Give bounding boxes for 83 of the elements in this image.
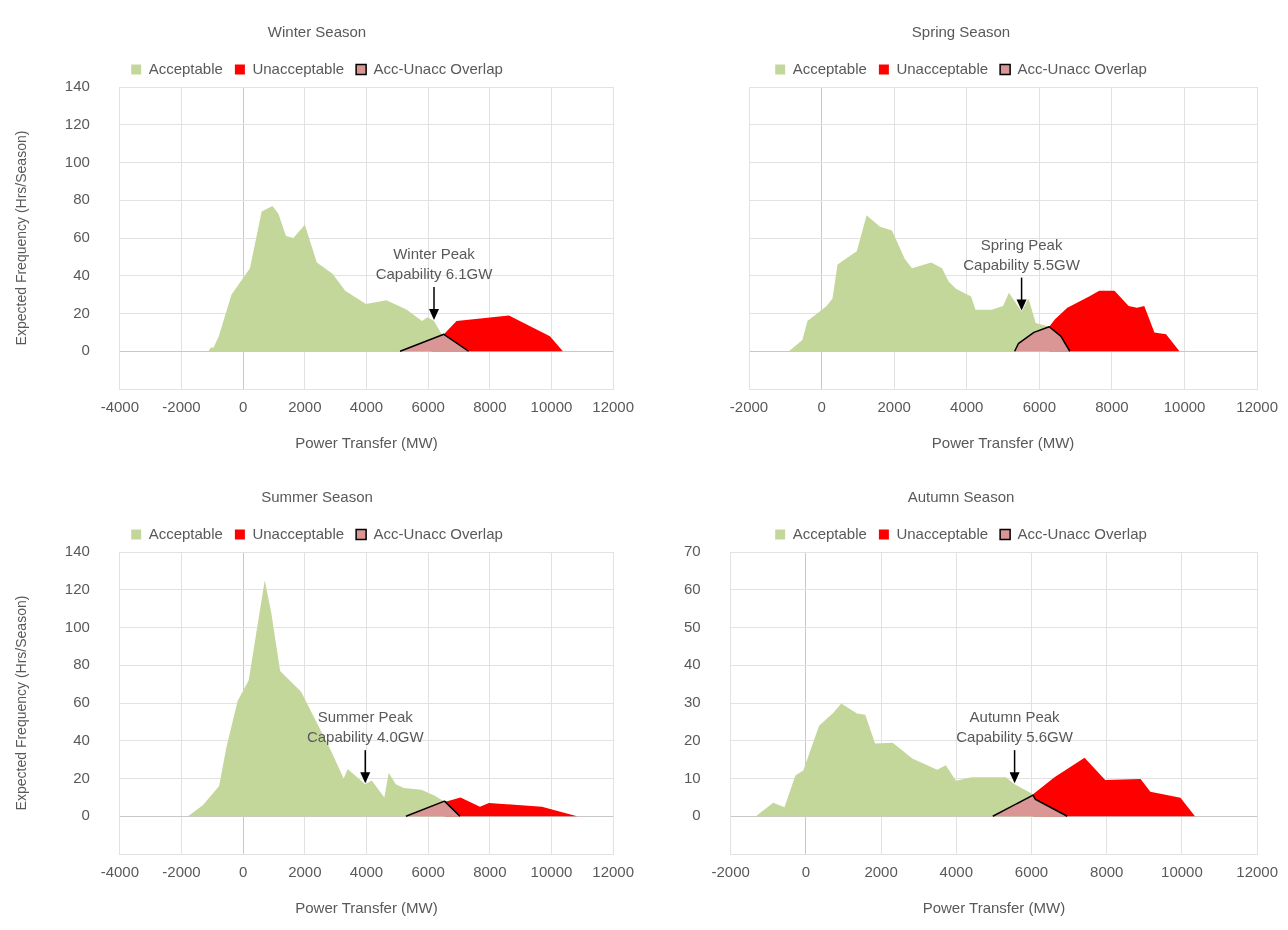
x-tick-label: -2000 — [162, 398, 201, 416]
y-tick-label: 80 — [73, 190, 90, 208]
x-axis-title: Power Transfer (MW) — [295, 899, 438, 917]
y-tick-label: 40 — [684, 655, 701, 673]
y-tick-label: 120 — [64, 114, 90, 132]
legend-label: Acceptable — [792, 524, 867, 542]
annotation: Spring Peak Capability 5.5GW — [963, 235, 1081, 273]
y-tick-label: 140 — [64, 77, 90, 95]
annotation: Autumn Peak Capability 5.6GW — [956, 708, 1074, 746]
x-tick-label: -4000 — [100, 863, 140, 881]
y-tick-label: 60 — [684, 579, 701, 597]
legend-label: Acceptable — [792, 59, 867, 77]
y-tick-label: 0 — [692, 806, 701, 824]
x-tick-label: 10000 — [530, 398, 573, 416]
x-tick-label: 6000 — [1014, 863, 1049, 881]
y-tick-label: 20 — [73, 303, 90, 321]
y-tick-label: 30 — [684, 693, 701, 711]
y-tick-label: 140 — [64, 542, 90, 560]
chart-title: Spring Season — [911, 23, 1011, 41]
x-tick-label: 10000 — [1163, 398, 1206, 416]
legend-label: Acceptable — [148, 59, 223, 77]
x-tick-label: 6000 — [411, 398, 445, 416]
y-tick-label: 100 — [64, 617, 90, 635]
x-tick-label: -2000 — [729, 398, 769, 416]
legend-label: Acc-Unacc Overlap — [1017, 59, 1147, 77]
x-tick-label: 0 — [801, 863, 811, 881]
y-axis-title: Expected Frequency (Hrs/Season) — [13, 595, 30, 811]
x-tick-label: 12000 — [592, 863, 634, 881]
x-tick-label: 2000 — [864, 863, 898, 881]
chart-title: Summer Season — [261, 488, 373, 506]
x-tick-label: 4000 — [349, 863, 384, 881]
y-tick-label: 80 — [73, 655, 90, 673]
y-tick-label: 0 — [81, 341, 90, 359]
x-tick-label: -4000 — [100, 398, 140, 416]
x-axis-title: Power Transfer (MW) — [295, 434, 438, 452]
x-tick-label: 8000 — [1095, 398, 1129, 416]
x-tick-label: 10000 — [1161, 863, 1203, 881]
legend-label: Unacceptable — [896, 59, 989, 77]
x-tick-label: 4000 — [349, 398, 384, 416]
x-tick-label: 12000 — [1236, 398, 1278, 416]
y-tick-label: 120 — [64, 579, 90, 597]
x-tick-label: 8000 — [473, 863, 507, 881]
y-tick-label: 40 — [73, 265, 90, 283]
legend-label: Unacceptable — [252, 59, 345, 77]
y-tick-label: 20 — [73, 768, 90, 786]
y-tick-label: 10 — [684, 768, 701, 786]
y-tick-label: 40 — [73, 730, 90, 748]
annotation: Winter Peak Capability 6.1GW — [375, 245, 494, 283]
x-tick-label: 0 — [817, 398, 826, 416]
x-axis-title: Power Transfer (MW) — [931, 434, 1075, 452]
y-tick-label: 50 — [684, 617, 701, 635]
y-tick-label: 100 — [64, 152, 90, 170]
legend-label: Unacceptable — [896, 524, 989, 542]
y-tick-label: 70 — [684, 542, 701, 560]
legend-label: Acc-Unacc Overlap — [373, 524, 503, 542]
chart-title: Winter Season — [267, 23, 367, 41]
chart-title: Autumn Season — [907, 488, 1015, 506]
x-tick-label: 2000 — [288, 398, 322, 416]
legend-label: Unacceptable — [252, 524, 345, 542]
y-tick-label: 60 — [73, 228, 90, 246]
x-tick-label: 6000 — [411, 863, 445, 881]
y-tick-label: 60 — [73, 693, 90, 711]
x-tick-label: 8000 — [473, 398, 507, 416]
x-tick-label: -2000 — [162, 863, 201, 881]
x-tick-label: 12000 — [592, 398, 634, 416]
legend-label: Acceptable — [148, 524, 223, 542]
x-tick-label: 2000 — [877, 398, 911, 416]
x-tick-label: 10000 — [530, 863, 573, 881]
x-tick-label: 6000 — [1022, 398, 1057, 416]
x-tick-label: 8000 — [1090, 863, 1124, 881]
y-tick-label: 0 — [81, 806, 90, 824]
y-tick-label: 20 — [684, 730, 701, 748]
legend-label: Acc-Unacc Overlap — [373, 59, 503, 77]
x-tick-label: 0 — [238, 863, 248, 881]
x-tick-label: 12000 — [1236, 863, 1278, 881]
x-axis-title: Power Transfer (MW) — [922, 899, 1066, 917]
x-tick-label: 4000 — [939, 863, 973, 881]
x-tick-label: 0 — [238, 398, 248, 416]
legend-label: Acc-Unacc Overlap — [1017, 524, 1147, 542]
x-tick-label: 2000 — [288, 863, 322, 881]
y-axis-title: Expected Frequency (Hrs/Season) — [13, 130, 30, 346]
x-tick-label: 4000 — [950, 398, 984, 416]
x-tick-label: -2000 — [711, 863, 750, 881]
